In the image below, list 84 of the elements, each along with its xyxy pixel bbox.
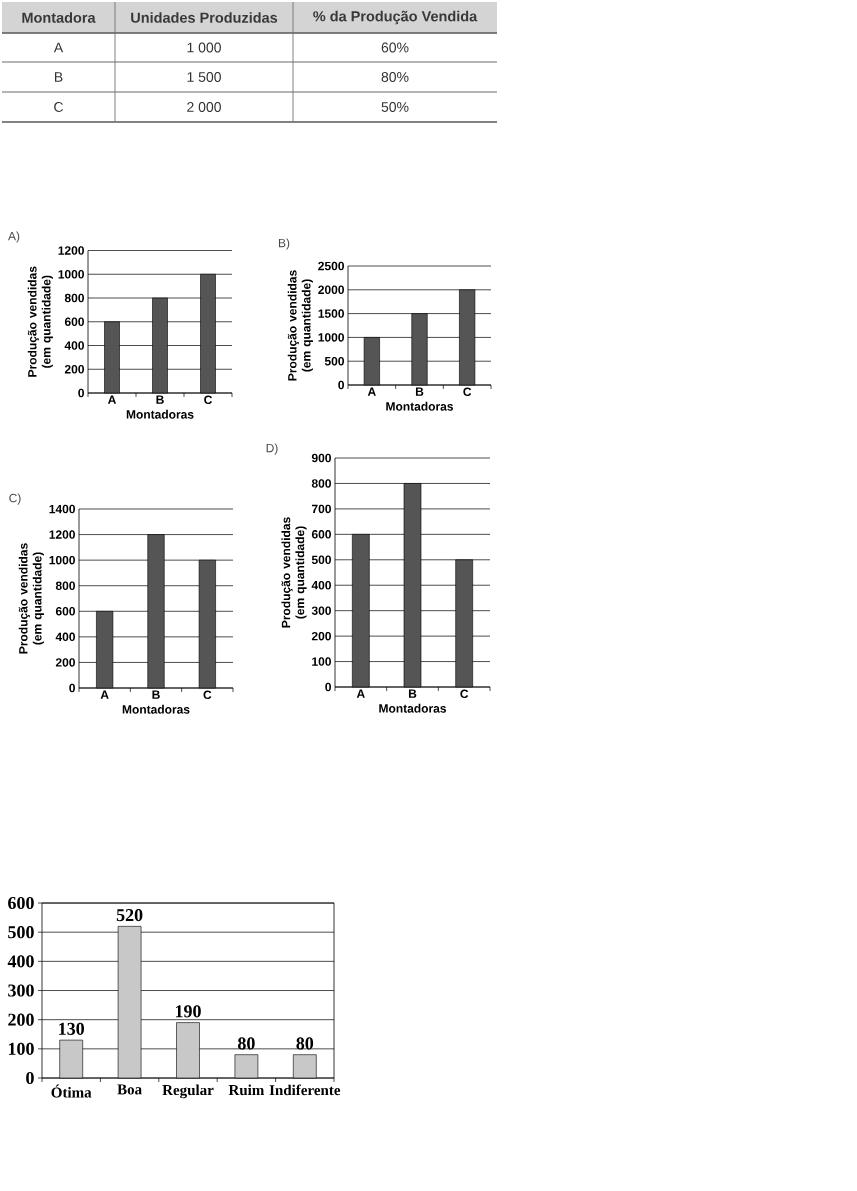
- y-tick-label: 1000: [49, 555, 75, 565]
- y-tick-label: 400: [311, 580, 331, 590]
- y-tick-label: 800: [64, 293, 84, 303]
- y-tick-label: 0: [69, 683, 75, 693]
- x-tick-label: Ruim: [228, 1084, 265, 1096]
- data-label: 1 500: [187, 72, 221, 82]
- y-axis-title: Produção vendidas (em quantidade): [287, 270, 313, 381]
- y-tick-label: 800: [55, 581, 75, 590]
- y-tick-label: 1400: [49, 504, 75, 514]
- x-tick-label: C: [204, 395, 213, 405]
- y-tick-label: 800: [311, 479, 331, 488]
- y-tick-label: 1000: [58, 270, 84, 279]
- y-tick-label: 600: [55, 607, 75, 616]
- x-axis-title: Montadoras: [122, 704, 190, 714]
- data-label: 1 000: [187, 42, 221, 53]
- y-tick-label: 0: [78, 388, 84, 398]
- x-tick-label: A: [356, 689, 365, 698]
- y-tick-label: 300: [8, 984, 34, 997]
- y-tick-label: 100: [312, 657, 331, 666]
- x-tick-label: A: [107, 395, 117, 404]
- y-axis-title: Produção vendidas (em quantidade): [281, 517, 307, 628]
- text: % da Produção Vendida: [313, 10, 478, 25]
- x-tick-label: B: [408, 689, 417, 698]
- y-tick-label: 1000: [318, 333, 344, 342]
- x-axis-title: Montadoras: [126, 409, 194, 419]
- x-axis-title: Montadoras: [386, 401, 454, 411]
- x-axis-title: Montadoras: [379, 703, 447, 713]
- category-label: A: [53, 42, 64, 53]
- y-tick-label: 200: [64, 365, 84, 374]
- y-tick-label: 200: [8, 1013, 34, 1026]
- y-axis-title: Produção vendidas (em quantidade): [27, 266, 53, 377]
- y-tick-label: 400: [64, 341, 84, 350]
- y-tick-label: 700: [311, 504, 331, 514]
- y-axis-title: Produção vendidas (em quantidade): [18, 543, 44, 654]
- x-tick-label: C: [463, 387, 472, 397]
- y-tick-label: 0: [338, 380, 344, 390]
- data-label: 50%: [381, 102, 409, 112]
- y-tick-label: 2000: [318, 285, 344, 295]
- y-tick-label: 600: [311, 530, 331, 539]
- text: Unidades Produzidas: [131, 12, 278, 23]
- chart-title: B): [278, 238, 290, 250]
- data-label: 60%: [381, 42, 409, 53]
- chart-title: A): [8, 231, 20, 243]
- chart-title: D): [266, 443, 278, 455]
- y-tick-label: 1200: [49, 530, 75, 539]
- y-tick-label: 500: [324, 356, 344, 366]
- y-tick-label: 1500: [318, 309, 344, 318]
- y-tick-label: 200: [55, 658, 75, 667]
- y-tick-label: 900: [311, 453, 331, 463]
- text: Montadora: [22, 12, 96, 23]
- x-tick-label: Ótima: [51, 1084, 92, 1098]
- x-tick-label: C: [203, 690, 212, 700]
- y-tick-label: 200: [311, 631, 331, 641]
- x-tick-label: Indiferente: [269, 1084, 341, 1096]
- x-tick-label: A: [367, 387, 376, 396]
- y-tick-label: 500: [311, 555, 331, 565]
- y-tick-label: 400: [7, 955, 34, 968]
- y-tick-label: 500: [8, 926, 34, 939]
- y-tick-label: 400: [55, 632, 75, 642]
- x-tick-label: B: [156, 395, 164, 404]
- y-tick-label: 2500: [318, 261, 344, 271]
- chart-title: C): [9, 493, 21, 505]
- x-tick-label: B: [415, 387, 424, 396]
- y-tick-label: 600: [64, 317, 84, 327]
- y-tick-label: 0: [325, 682, 331, 692]
- data-label: 80%: [381, 72, 409, 82]
- y-tick-label: 100: [8, 1042, 34, 1055]
- x-tick-label: Regular: [162, 1084, 214, 1099]
- x-tick-label: A: [100, 690, 109, 699]
- data-label: 80: [296, 1037, 314, 1050]
- data-label: 130: [59, 1022, 85, 1035]
- data-label: 520: [116, 909, 143, 922]
- y-tick-label: 0: [26, 1071, 34, 1085]
- category-label: C: [54, 102, 64, 112]
- x-tick-label: Boa: [117, 1084, 142, 1095]
- y-tick-label: 300: [311, 606, 331, 615]
- data-label: 2 000: [187, 102, 221, 112]
- data-label: 190: [175, 1005, 201, 1018]
- x-tick-label: B: [152, 690, 160, 699]
- y-tick-label: 1200: [58, 246, 84, 255]
- data-label: 80: [237, 1037, 255, 1050]
- category-label: B: [54, 72, 63, 82]
- y-tick-label: 600: [8, 896, 34, 910]
- x-tick-label: C: [460, 689, 469, 699]
